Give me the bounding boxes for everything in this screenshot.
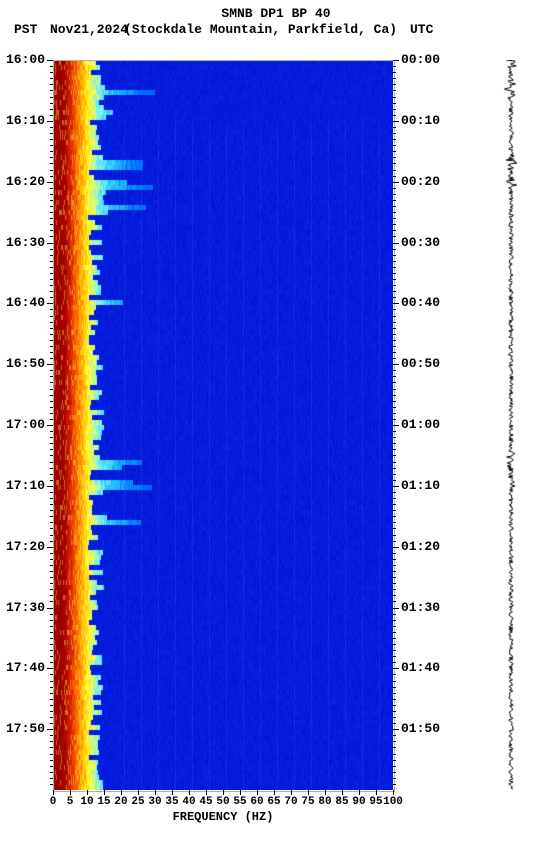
- ytick-left: 17:40: [0, 660, 45, 675]
- ytick-right: 01:50: [401, 721, 440, 736]
- ytick-left: 16:10: [0, 113, 45, 128]
- ytick-left: 16:00: [0, 52, 45, 67]
- ytick-right: 01:40: [401, 660, 440, 675]
- ytick-right: 00:30: [401, 235, 440, 250]
- header-date: Nov21,2024: [50, 22, 128, 37]
- ytick-left: 16:30: [0, 235, 45, 250]
- ytick-left: 17:50: [0, 721, 45, 736]
- ytick-right: 01:20: [401, 539, 440, 554]
- header-tz-left: PST: [14, 22, 37, 37]
- ytick-right: 00:00: [401, 52, 440, 67]
- ytick-right: 00:10: [401, 113, 440, 128]
- header-tz-right: UTC: [410, 22, 433, 37]
- header-station: (Stockdale Mountain, Parkfield, Ca): [124, 22, 397, 37]
- plot-frame: [53, 60, 395, 792]
- ytick-left: 17:00: [0, 417, 45, 432]
- ytick-left: 17:30: [0, 600, 45, 615]
- ytick-right: 01:10: [401, 478, 440, 493]
- ytick-left: 16:40: [0, 295, 45, 310]
- xtick: 100: [383, 796, 403, 808]
- page: { "title": { "text": "SMNB DP1 BP 40", "…: [0, 0, 552, 864]
- ytick-right: 00:20: [401, 174, 440, 189]
- x-axis-label: FREQUENCY (HZ): [53, 810, 393, 824]
- ytick-right: 00:40: [401, 295, 440, 310]
- ytick-left: 16:20: [0, 174, 45, 189]
- ytick-left: 16:50: [0, 356, 45, 371]
- ytick-right: 00:50: [401, 356, 440, 371]
- ytick-right: 01:00: [401, 417, 440, 432]
- chart-title: SMNB DP1 BP 40: [0, 6, 552, 21]
- waveform-strip: [500, 60, 522, 790]
- ytick-right: 01:30: [401, 600, 440, 615]
- ytick-left: 17:20: [0, 539, 45, 554]
- ytick-left: 17:10: [0, 478, 45, 493]
